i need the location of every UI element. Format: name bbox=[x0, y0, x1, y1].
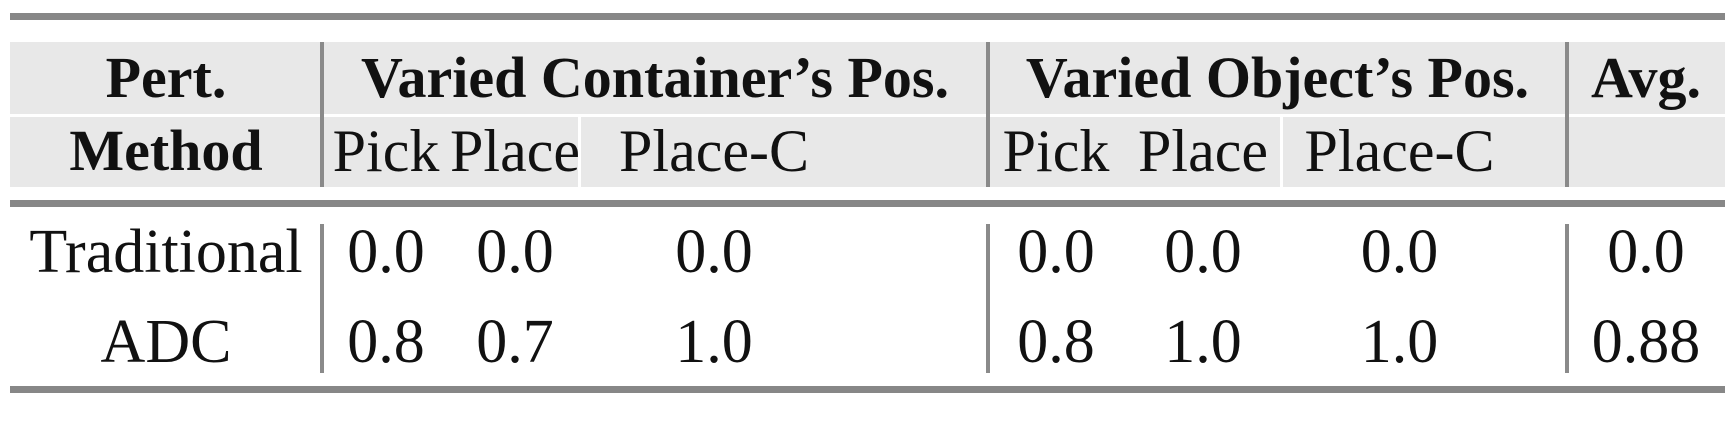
divider-method-header bbox=[320, 42, 324, 187]
divider-groups-header bbox=[986, 42, 990, 187]
divider-groups-body bbox=[986, 224, 990, 373]
table-mid-rule bbox=[10, 200, 1725, 207]
cell-traditional-avg: 0.0 bbox=[1607, 218, 1685, 286]
subcol-container-place: Place bbox=[450, 117, 580, 184]
table-bottom-rule bbox=[10, 386, 1725, 393]
cell-adc-object-place-c: 1.0 bbox=[1360, 307, 1439, 376]
subcol-object-place: Place bbox=[1138, 117, 1268, 184]
header-pert-label: Pert. bbox=[105, 45, 227, 110]
table-body: Traditional 0.0 0.0 0.0 0.0 0.0 0.0 0.0 … bbox=[10, 206, 1725, 385]
table-top-rule bbox=[10, 13, 1725, 20]
divider-method-body bbox=[320, 224, 324, 373]
cell-traditional-container-place: 0.0 bbox=[476, 218, 554, 286]
subcol-container-pick: Pick bbox=[332, 117, 440, 184]
header-row-separator bbox=[10, 114, 1725, 117]
row-label-adc: ADC bbox=[100, 307, 232, 376]
cell-adc-object-place: 1.0 bbox=[1164, 307, 1242, 376]
object-place-c-separator bbox=[1280, 117, 1283, 187]
cell-traditional-container-pick: 0.0 bbox=[347, 218, 425, 286]
header-avg-spacer bbox=[1567, 114, 1725, 187]
subcol-object-pick: Pick bbox=[1002, 117, 1110, 184]
cell-adc-avg: 0.88 bbox=[1591, 307, 1701, 376]
cell-adc-container-place: 0.7 bbox=[476, 307, 554, 376]
header-method-label: Method bbox=[69, 117, 263, 183]
subcol-object-place-c: Place-C bbox=[1304, 117, 1495, 184]
divider-avg-body bbox=[1565, 224, 1569, 373]
cell-adc-object-pick: 0.8 bbox=[1017, 307, 1095, 376]
cell-traditional-object-place-c: 0.0 bbox=[1360, 218, 1439, 286]
row-label-traditional: Traditional bbox=[29, 218, 303, 286]
container-place-c-separator bbox=[578, 117, 581, 187]
group-title-varied-object: Varied Object’s Pos. bbox=[1025, 45, 1530, 110]
group-title-varied-container: Varied Container’s Pos. bbox=[360, 45, 949, 110]
cell-traditional-object-place: 0.0 bbox=[1164, 218, 1242, 286]
cell-adc-container-pick: 0.8 bbox=[347, 307, 425, 376]
cell-adc-container-place-c: 1.0 bbox=[675, 307, 753, 376]
header-avg-label: Avg. bbox=[1590, 45, 1702, 110]
divider-avg-header bbox=[1565, 42, 1569, 187]
subcol-container-place-c: Place-C bbox=[619, 117, 809, 184]
cell-traditional-container-place-c: 0.0 bbox=[675, 218, 753, 286]
cell-traditional-object-pick: 0.0 bbox=[1017, 218, 1095, 286]
